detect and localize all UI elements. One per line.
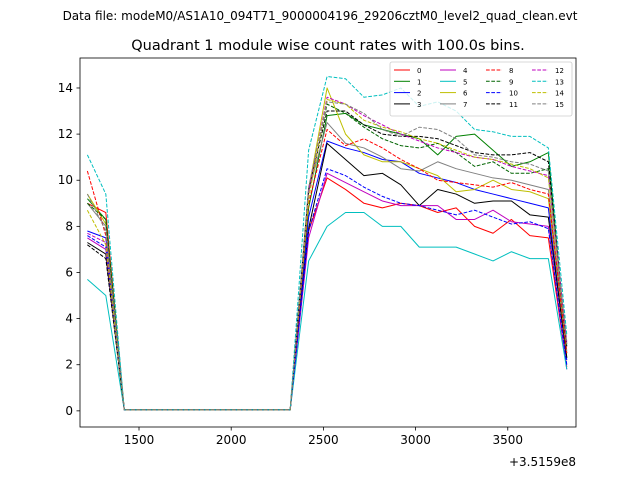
legend-box	[389, 61, 573, 117]
x-axis: 1500 2000 2500 3000 3500	[124, 427, 523, 447]
axes-frame	[79, 57, 577, 428]
x-tick-label: 1500	[124, 433, 155, 447]
x-tick-label: 2000	[216, 433, 247, 447]
plot-area	[80, 58, 576, 427]
chart-title: Quadrant 1 module wise count rates with …	[131, 38, 525, 54]
legend-label-11: 11	[509, 101, 518, 109]
legend-label-5: 5	[463, 78, 467, 86]
legend-label-13: 13	[555, 78, 564, 86]
y-tick-label: 14	[58, 81, 73, 95]
legend-label-4: 4	[463, 67, 468, 75]
x-tick-label: 3000	[400, 433, 431, 447]
legend-label-7: 7	[463, 101, 467, 109]
y-axis: 0 2 4 6 8 10 12 14	[58, 81, 80, 418]
legend-label-10: 10	[509, 90, 518, 98]
series-line-13	[86, 75, 568, 411]
legend-label-15: 15	[555, 101, 564, 109]
y-tick-label: 8	[65, 219, 73, 233]
legend-label-2: 2	[417, 90, 421, 98]
y-tick-label: 2	[65, 358, 73, 372]
y-tick-label: 0	[65, 404, 73, 418]
legend-label-1: 1	[417, 78, 421, 86]
chart-suptitle: Data file: modeM0/AS1A10_094T71_90000041…	[63, 9, 578, 23]
legend-label-14: 14	[555, 90, 564, 98]
x-tick-label: 3500	[493, 433, 524, 447]
series-line-15	[86, 101, 568, 411]
legend-label-9: 9	[509, 78, 513, 86]
legend-label-0: 0	[417, 67, 421, 75]
y-tick-label: 4	[65, 312, 73, 326]
legend-label-8: 8	[509, 67, 513, 75]
y-tick-label: 10	[58, 173, 73, 187]
series-line-12	[87, 96, 568, 411]
legend-label-6: 6	[463, 90, 468, 98]
legend-label-12: 12	[555, 67, 564, 75]
y-tick-label: 6	[65, 265, 73, 279]
x-offset-label: +3.5159e8	[509, 455, 576, 469]
series-layer	[86, 75, 568, 411]
x-tick-label: 2500	[308, 433, 339, 447]
y-tick-label: 12	[58, 127, 73, 141]
series-line-14	[86, 99, 568, 411]
series-line-8	[86, 128, 568, 411]
legend-label-3: 3	[417, 101, 421, 109]
